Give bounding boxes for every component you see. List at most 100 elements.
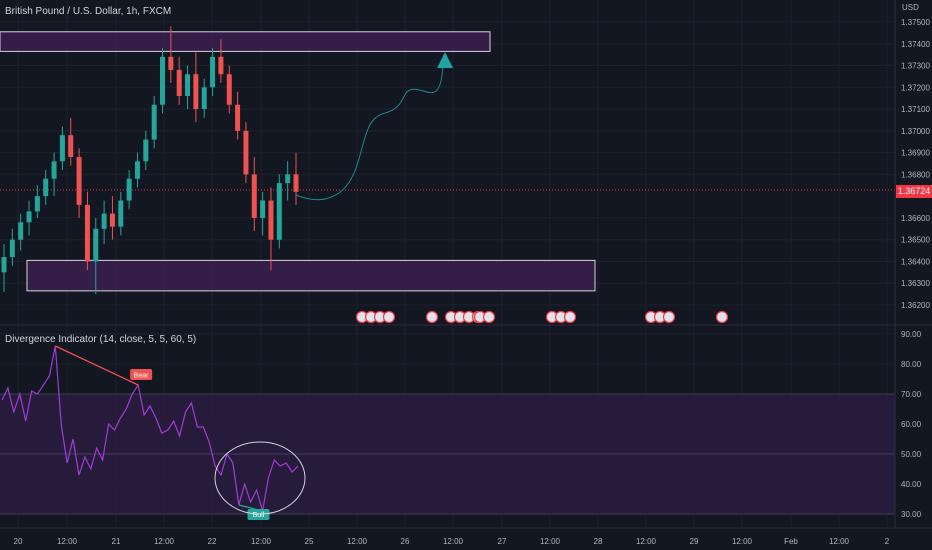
price-tick-label: 1.36200	[901, 301, 930, 310]
price-tick-label: 1.37100	[901, 105, 930, 114]
bull-label-bg	[247, 509, 270, 520]
candle-body	[176, 69, 182, 97]
price-tick-label: 1.36500	[901, 236, 930, 245]
time-tick-label: 25	[305, 537, 314, 546]
osc-tick-label: 50.00	[901, 450, 922, 459]
candle-body	[160, 56, 166, 105]
osc-tick-label: 30.00	[901, 510, 922, 519]
bear-label: Bear	[134, 373, 149, 380]
bear-divergence-line	[55, 345, 139, 386]
candle-body	[59, 135, 65, 162]
forecast-arrow	[437, 52, 453, 68]
time-tick-label: 12:00	[443, 537, 464, 546]
candle-body	[276, 183, 282, 240]
candle-body	[268, 200, 274, 240]
price-unit: USD	[902, 3, 919, 12]
time-tick-label: 27	[498, 537, 507, 546]
osc-tick-label: 80.00	[901, 360, 922, 369]
osc-tick-label: 60.00	[901, 420, 922, 429]
event-marks	[355, 310, 729, 324]
candle-body	[193, 74, 199, 110]
candle-body	[1, 257, 7, 273]
zones	[0, 31, 895, 292]
candle-body	[26, 211, 32, 223]
highlight-ellipse	[214, 441, 306, 515]
candle-body	[126, 178, 132, 201]
chart-title: British Pound / U.S. Dollar, 1h, FXCM	[5, 6, 172, 17]
price-tick-label: 1.36900	[901, 149, 930, 158]
candle-body	[134, 161, 140, 179]
candle-body	[251, 174, 257, 218]
candle-body	[201, 87, 207, 110]
event-mark	[662, 310, 676, 324]
forecast-line	[295, 65, 444, 201]
price-tick-label: 1.37000	[901, 127, 930, 136]
candle-body	[168, 56, 174, 70]
time-tick-label: 21	[112, 537, 121, 546]
candle-body	[109, 213, 115, 227]
candle-body	[93, 228, 99, 262]
candles	[1, 26, 299, 295]
oscillator: Bear Bull	[0, 345, 895, 520]
time-tick-label: 12:00	[829, 537, 850, 546]
candle-body	[118, 200, 124, 227]
event-mark	[563, 310, 577, 324]
time-tick-label: 29	[690, 537, 699, 546]
candle-body	[185, 74, 191, 97]
price-tick-label: 1.37400	[901, 40, 930, 49]
time-tick-label: 12:00	[732, 537, 753, 546]
candle-body	[143, 139, 149, 162]
time-tick-label: 12:00	[251, 537, 272, 546]
candle-body	[218, 56, 224, 75]
event-mark	[425, 310, 439, 324]
osc-tick-label: 90.00	[901, 330, 922, 339]
demand-zone	[26, 259, 596, 292]
time-tick-label: 26	[401, 537, 410, 546]
event-mark	[482, 310, 496, 324]
candle-body	[226, 74, 232, 105]
indicator-title: Divergence Indicator (14, close, 5, 5, 6…	[5, 334, 197, 345]
price-tick-label: 1.37200	[901, 83, 930, 92]
candle-body	[101, 213, 107, 229]
supply-zone	[0, 31, 491, 52]
osc-tick-label: 40.00	[901, 480, 922, 489]
price-tick-label: 1.36800	[901, 170, 930, 179]
bull-label: Bull	[253, 512, 265, 519]
candle-body	[9, 239, 15, 258]
event-mark	[715, 310, 729, 324]
time-tick-label: 12:00	[636, 537, 657, 546]
time-tick-label: 22	[208, 537, 217, 546]
candle-body	[68, 135, 74, 157]
candle-body	[210, 56, 216, 88]
candle-body	[76, 156, 82, 205]
candle-body	[235, 104, 241, 131]
time-tick-label: 12:00	[57, 537, 78, 546]
price-tick-label: 1.37300	[901, 62, 930, 71]
candle-body	[34, 196, 40, 212]
price-tick-label: 1.37500	[901, 18, 930, 27]
candle-body	[18, 222, 24, 240]
time-tick-label: 28	[594, 537, 603, 546]
candle-body	[43, 178, 49, 197]
event-mark	[382, 310, 396, 324]
candle-body	[151, 104, 157, 140]
osc-line	[1, 345, 299, 512]
time-tick-label: 12:00	[540, 537, 561, 546]
time-tick-label: 2	[885, 537, 890, 546]
price-tick-label: 1.36600	[901, 214, 930, 223]
time-tick-label: 12:00	[347, 537, 368, 546]
candle-body	[243, 130, 249, 175]
time-tick-label: Feb	[784, 537, 798, 546]
candle-body	[84, 204, 90, 262]
osc-tick-label: 70.00	[901, 390, 922, 399]
candle-body	[260, 200, 266, 218]
candle-body	[285, 174, 291, 184]
candle-body	[51, 161, 57, 179]
time-tick-label: 20	[14, 537, 23, 546]
forecast-path	[295, 52, 453, 201]
price-tick-label: 1.36400	[901, 257, 930, 266]
time-tick-label: 12:00	[154, 537, 175, 546]
current-price-tag: 1.36724	[896, 185, 932, 198]
